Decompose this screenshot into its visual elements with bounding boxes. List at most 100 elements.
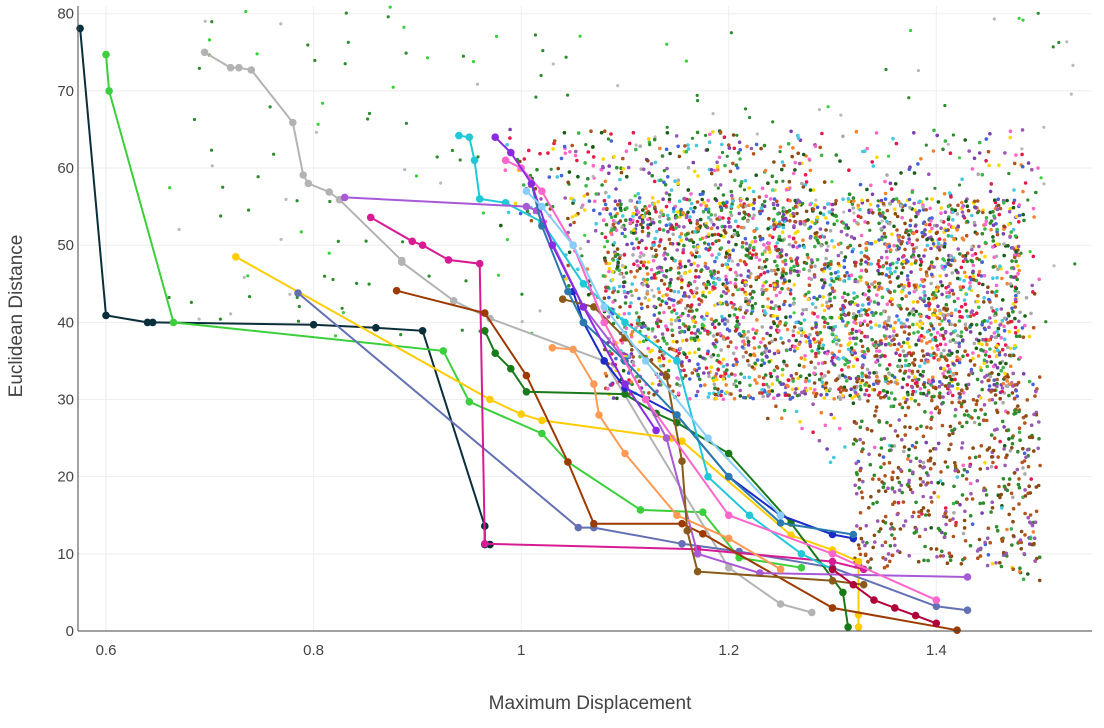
cloud-point [732,302,736,307]
cloud-point [749,256,754,260]
cloud-point [192,117,197,122]
cloud-point [664,147,669,152]
cloud-point [822,324,827,329]
cloud-point [749,203,754,207]
cloud-point [908,223,912,228]
cloud-point [818,211,823,215]
cloud-point [931,149,936,153]
cloud-point [978,467,983,471]
cloud-point [1007,209,1012,214]
cloud-point [1032,412,1036,417]
cloud-point [1003,151,1007,155]
cloud-point [734,270,738,275]
cloud-point [894,351,898,356]
cloud-point [855,379,859,384]
cloud-point [912,131,916,135]
cloud-point [915,384,920,388]
cloud-point [591,174,595,178]
cloud-point [947,381,952,386]
cloud-point [843,274,847,278]
cloud-point [911,389,915,394]
cloud-point [731,161,735,166]
cloud-point [888,559,892,564]
cloud-point [766,297,770,301]
cloud-point [568,150,572,154]
cloud-point [903,363,908,368]
cloud-point [729,204,734,209]
cloud-point [952,236,956,241]
cloud-point [902,523,906,528]
series-point [294,289,302,297]
cloud-point [978,365,983,370]
cloud-point [668,151,672,156]
cloud-point [868,462,873,467]
cloud-point [931,375,935,380]
cloud-point [744,292,748,297]
cloud-point [965,420,969,425]
cloud-point [962,278,966,283]
cloud-point [667,197,672,202]
cloud-point [775,264,779,268]
cloud-point [1017,502,1021,506]
cloud-point [682,329,687,334]
series-point [76,24,84,33]
cloud-point [829,315,834,320]
cloud-point [843,226,848,230]
cloud-point [821,212,826,217]
cloud-point [646,260,651,264]
cloud-point [842,291,847,296]
cloud-point [927,307,932,312]
cloud-point [919,339,924,343]
cloud-point [880,219,884,223]
cloud-point [702,328,707,332]
cloud-point [881,455,886,459]
cloud-point [792,311,796,315]
cloud-point [601,207,606,211]
cloud-point [960,388,964,393]
cloud-point [871,501,875,506]
cloud-point [1023,323,1027,328]
cloud-point [965,219,970,224]
cloud-point [913,399,917,403]
series-point [579,303,588,311]
cloud-point [439,181,443,185]
cloud-point [908,459,913,464]
cloud-point [508,136,512,140]
cloud-point [976,211,980,215]
cloud-point [924,303,928,308]
cloud-point [652,304,656,309]
series-point [538,222,546,230]
cloud-point [696,174,700,178]
cloud-point [693,350,697,355]
series-point [465,133,474,141]
cloud-point [844,223,849,227]
cloud-point [734,379,738,383]
cloud-point [740,245,745,249]
cloud-point [747,251,752,255]
cloud-point [960,493,965,497]
cloud-point [896,318,901,322]
cloud-point [925,243,930,248]
cloud-point [1023,511,1027,516]
cloud-point [746,219,750,224]
cloud-point [717,277,722,282]
cloud-point [1020,152,1024,157]
cloud-point [872,473,877,478]
cloud-point [845,270,849,275]
cloud-point [695,221,699,226]
cloud-point [853,351,857,355]
cloud-point [977,258,982,262]
cloud-point [861,441,866,445]
cloud-point [706,207,711,211]
cloud-point [661,336,665,340]
cloud-point [962,518,967,523]
cloud-point [628,217,633,222]
cloud-point [680,364,684,368]
cloud-point [901,340,906,345]
cloud-point [1016,264,1020,268]
cloud-point [948,424,953,429]
cloud-point [672,298,676,303]
cloud-point [796,133,800,138]
cloud-point [1051,45,1055,49]
cloud-point [697,302,701,307]
